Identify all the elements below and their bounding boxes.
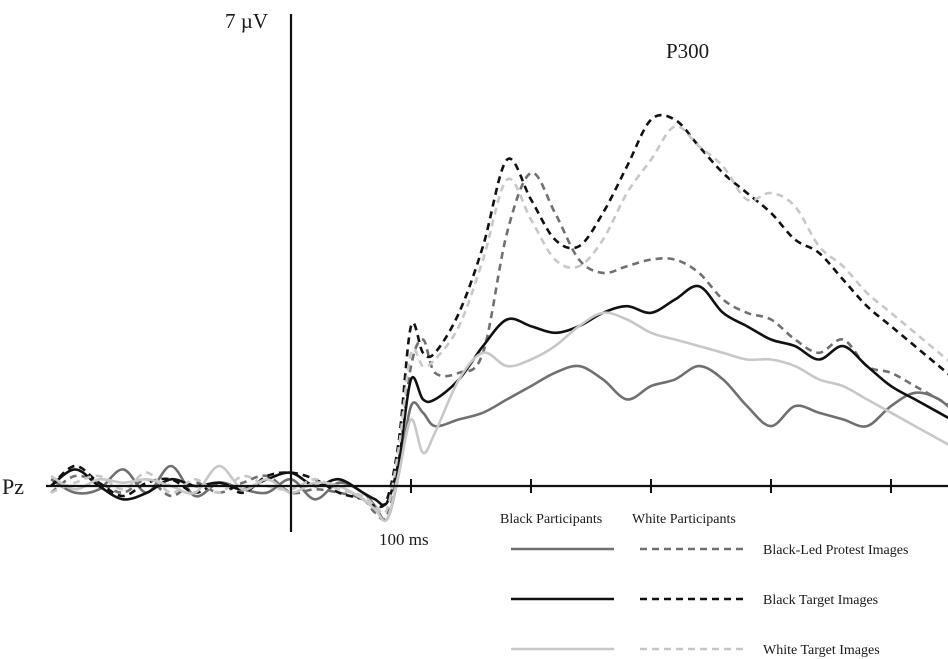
legend-header-black-participants: Black Participants [500, 512, 602, 527]
y-scale-label: 7 µV [225, 9, 268, 33]
series-line-white-participants-black-target-images [50, 113, 948, 509]
waveform-series-group [50, 113, 948, 523]
legend-label-black-target: Black Target Images [763, 593, 878, 608]
series-line-black-participants-black-led-protest-images [50, 364, 948, 522]
peak-annotation: P300 [666, 39, 709, 63]
legend: Black Participants White Participants Bl… [500, 512, 908, 658]
legend-label-black-led-protest: Black-Led Protest Images [763, 543, 908, 558]
x-axis-ticks [410, 479, 892, 493]
channel-label: Pz [2, 474, 24, 499]
legend-header-white-participants: White Participants [632, 512, 736, 527]
x-scale-label: 100 ms [379, 530, 429, 549]
series-line-white-participants-white-target-images [50, 125, 948, 515]
legend-label-white-target: White Target Images [763, 643, 880, 658]
